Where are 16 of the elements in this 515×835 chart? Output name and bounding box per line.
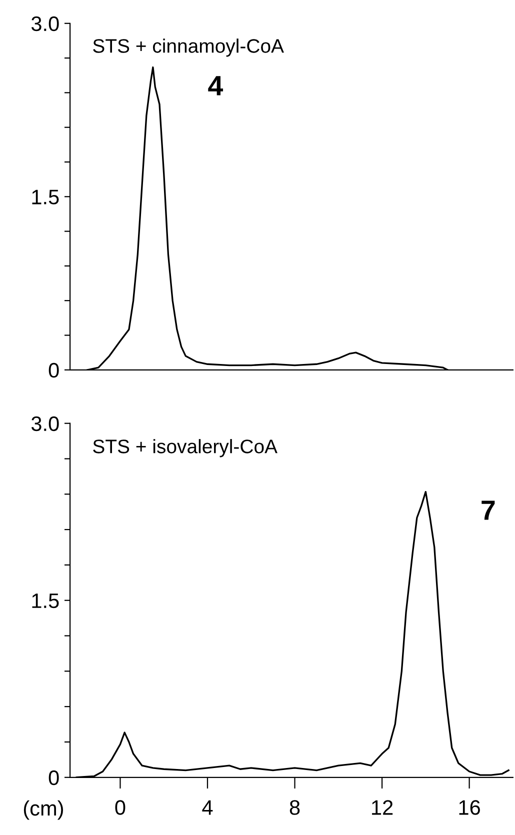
y-tick-label: 1.5 xyxy=(32,190,59,204)
annotation: 4 xyxy=(208,76,224,96)
text: STS + isovaleryl-CoA xyxy=(93,439,278,458)
x-tick-label: 8 xyxy=(290,800,300,815)
y-tick-label: 0 xyxy=(48,770,59,786)
annotation: 7 xyxy=(482,500,495,520)
x-tick-label: 16 xyxy=(459,800,480,815)
y-tick-label: 0 xyxy=(48,362,59,378)
y-tick-label: 3.0 xyxy=(31,16,59,32)
y-tick-label: 1.5 xyxy=(32,594,59,608)
text: STS + cinnamoyl-CoA xyxy=(93,38,284,57)
x-tick-label: 4 xyxy=(202,800,213,815)
x-tick-label: 0 xyxy=(115,800,126,815)
x-axis-title: (cm) xyxy=(24,800,63,820)
x-tick-label: 12 xyxy=(372,800,393,815)
y-tick-label: 3.0 xyxy=(31,416,59,432)
